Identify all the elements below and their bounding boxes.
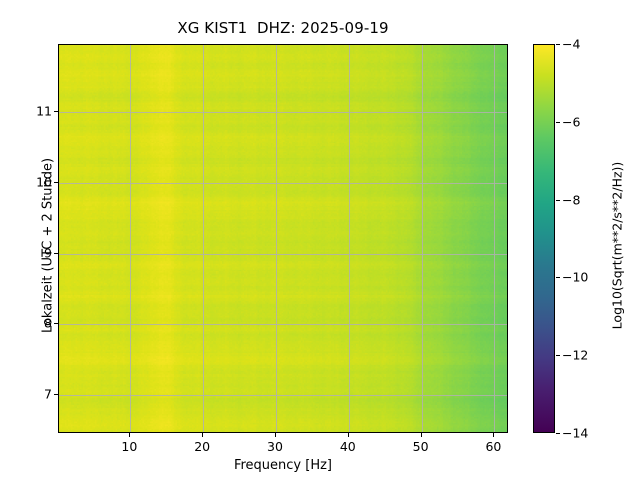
colorbar-label: Log10(Sqrt(m**2/s**2/Hz)) — [609, 161, 625, 330]
y-tick-label: 7 — [44, 386, 52, 402]
y-tick-mark — [54, 323, 58, 325]
y-tick-label: 8 — [44, 315, 52, 331]
vertical-gridline — [421, 45, 423, 432]
y-axis-label: Lokalzeit (UTC + 2 Stunde) — [40, 157, 56, 334]
horizontal-gridline — [59, 253, 507, 255]
colorbar-tick-mark — [556, 199, 560, 201]
colorbar-tick-mark — [556, 433, 560, 434]
x-axis-label: Frequency [Hz] — [233, 458, 333, 473]
colorbar-tick-mark — [556, 355, 560, 357]
colorbar-tick-mark — [556, 44, 560, 45]
colorbar-tick-label: −4 — [562, 36, 581, 52]
colorbar-tick-label: −6 — [562, 114, 581, 130]
figure-title: XG KIST1 DHZ: 2025-09-19 — [177, 19, 389, 37]
x-tick-mark — [202, 433, 204, 437]
x-tick-mark — [420, 433, 422, 437]
x-tick-label: 50 — [412, 439, 429, 454]
vertical-gridline — [348, 45, 350, 432]
colorbar-tick-mark — [556, 277, 560, 279]
y-tick-mark — [54, 111, 58, 113]
y-tick-label: 11 — [36, 103, 52, 119]
spectrogram-canvas — [59, 45, 507, 432]
vertical-gridline — [130, 45, 132, 432]
x-tick-mark — [274, 433, 276, 437]
horizontal-gridline — [59, 324, 507, 326]
colorbar-tick-label: −14 — [562, 425, 589, 441]
y-tick-mark — [54, 252, 58, 254]
x-tick-label: 20 — [194, 439, 211, 454]
y-tick-label: 10 — [36, 174, 52, 190]
vertical-gridline — [494, 45, 496, 432]
x-tick-label: 10 — [121, 439, 138, 454]
y-tick-label: 9 — [44, 245, 52, 261]
colorbar — [533, 44, 555, 433]
x-tick-label: 30 — [267, 439, 283, 454]
spectrogram-heatmap — [59, 45, 507, 432]
colorbar-tick-label: −10 — [562, 269, 589, 285]
colorbar-tick-label: −8 — [562, 192, 581, 208]
x-tick-label: 40 — [339, 439, 356, 454]
colorbar-tick-label: −12 — [562, 347, 589, 363]
x-tick-mark — [129, 433, 131, 437]
horizontal-gridline — [59, 395, 507, 397]
horizontal-gridline — [59, 112, 507, 114]
horizontal-gridline — [59, 182, 507, 184]
spectrogram-plot-area[interactable] — [58, 44, 508, 433]
y-tick-mark — [54, 181, 58, 183]
x-tick-label: 60 — [485, 439, 502, 454]
vertical-gridline — [203, 45, 205, 432]
colorbar-tick-mark — [556, 121, 560, 123]
y-tick-mark — [54, 394, 58, 396]
x-tick-mark — [493, 433, 495, 437]
x-tick-mark — [347, 433, 349, 437]
vertical-gridline — [275, 45, 277, 432]
